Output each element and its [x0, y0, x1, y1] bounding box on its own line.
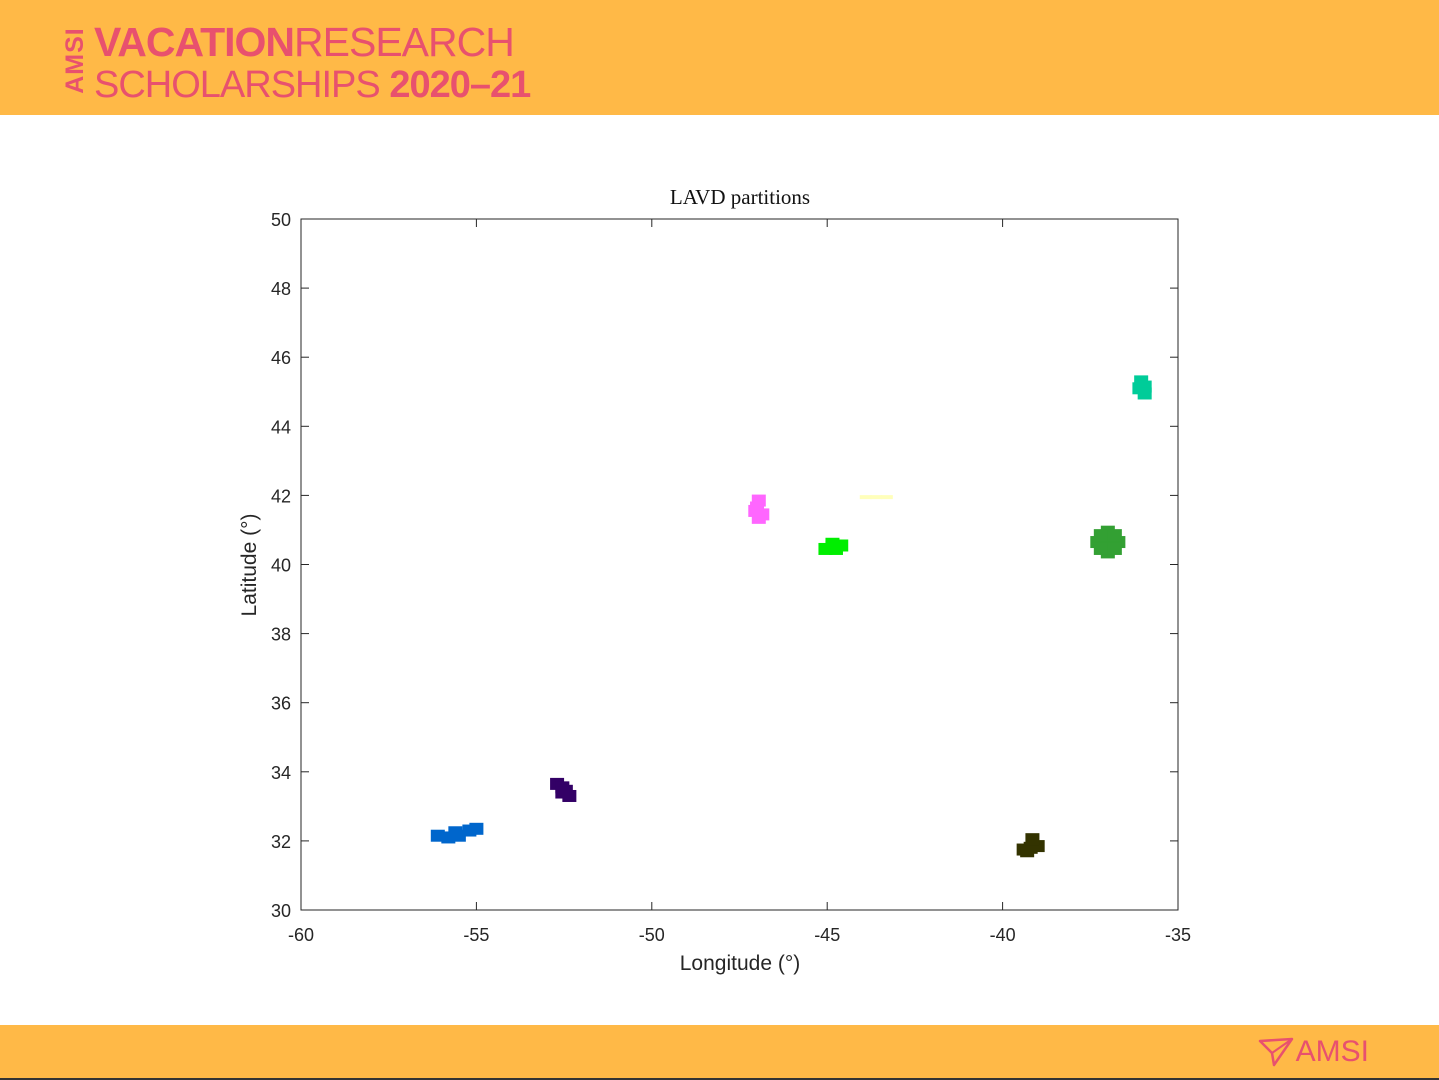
partition-point [1107, 529, 1122, 542]
bottom-banner: AMSI [0, 1025, 1439, 1078]
partition-cluster [859, 495, 893, 500]
logo-year: 2020–21 [389, 64, 531, 106]
axis-tick-labels: -60 -55 -50 -45 -40 -35 30 32 34 36 38 40 42 44 46 48 50 [271, 210, 1191, 945]
partition-cluster [748, 494, 770, 524]
plot-area [300, 218, 1179, 911]
partition-point [430, 829, 445, 842]
top-banner: AMSI VACATIONRESEARCH SCHOLARSHIPS 2020–… [0, 0, 1439, 115]
x-tick-label: -50 [639, 925, 665, 945]
y-tick-label: 44 [271, 417, 291, 437]
y-tick-label: 46 [271, 348, 291, 368]
x-tick-label: -40 [990, 925, 1016, 945]
partition-point [1107, 542, 1122, 555]
logo-word-scholarships: SCHOLARSHIPS [94, 64, 390, 106]
logo-word-vacation: VACATION [94, 19, 295, 65]
footer-amsi-logo: AMSI [1258, 1035, 1369, 1069]
partition-point [859, 495, 872, 500]
amsi-arrow-icon [1258, 1037, 1293, 1067]
bottom-rule [0, 1078, 1439, 1080]
y-tick-label: 42 [271, 486, 291, 506]
y-tick-label: 34 [271, 763, 291, 783]
partition-point [555, 786, 570, 799]
partition-point [880, 495, 893, 500]
vacation-research-logo: AMSI VACATIONRESEARCH SCHOLARSHIPS 2020–… [60, 18, 580, 106]
partition-points [430, 375, 1152, 858]
x-axis-label: Longitude (°) [680, 952, 800, 975]
partition-cluster [1016, 833, 1045, 858]
y-tick-label: 38 [271, 625, 291, 645]
chart-title: LAVD partitions [670, 185, 810, 209]
partition-cluster [430, 822, 484, 844]
partition-point [1093, 542, 1108, 555]
y-tick-label: 50 [271, 210, 291, 230]
partition-cluster [818, 537, 849, 555]
footer-logo-text: AMSI [1295, 1035, 1369, 1068]
partition-point [1020, 845, 1035, 858]
logo-line-1: VACATIONRESEARCH [94, 19, 515, 65]
x-tick-label: -60 [288, 925, 314, 945]
partition-point [1137, 387, 1152, 400]
axis-ticks [300, 218, 1179, 911]
y-axis-label: Latitude (°) [238, 514, 261, 617]
y-tick-label: 48 [271, 279, 291, 299]
partition-point [448, 826, 463, 839]
partition-cluster [1090, 525, 1126, 559]
partition-cluster [1132, 375, 1152, 400]
y-tick-label: 30 [271, 901, 291, 921]
partition-point [1025, 833, 1040, 846]
partition-point [1093, 529, 1108, 542]
y-tick-label: 40 [271, 556, 291, 576]
partition-point [828, 542, 843, 555]
y-tick-label: 32 [271, 832, 291, 852]
partition-point [748, 504, 763, 517]
y-tick-label: 36 [271, 694, 291, 714]
x-tick-label: -55 [463, 925, 489, 945]
logo-line-2: SCHOLARSHIPS 2020–21 [94, 64, 531, 106]
partition-point [870, 495, 883, 500]
x-tick-label: -35 [1165, 925, 1191, 945]
partition-cluster [550, 777, 577, 802]
partition-point [469, 822, 484, 835]
x-tick-label: -45 [814, 925, 840, 945]
logo-word-research: RESEARCH [294, 19, 515, 65]
